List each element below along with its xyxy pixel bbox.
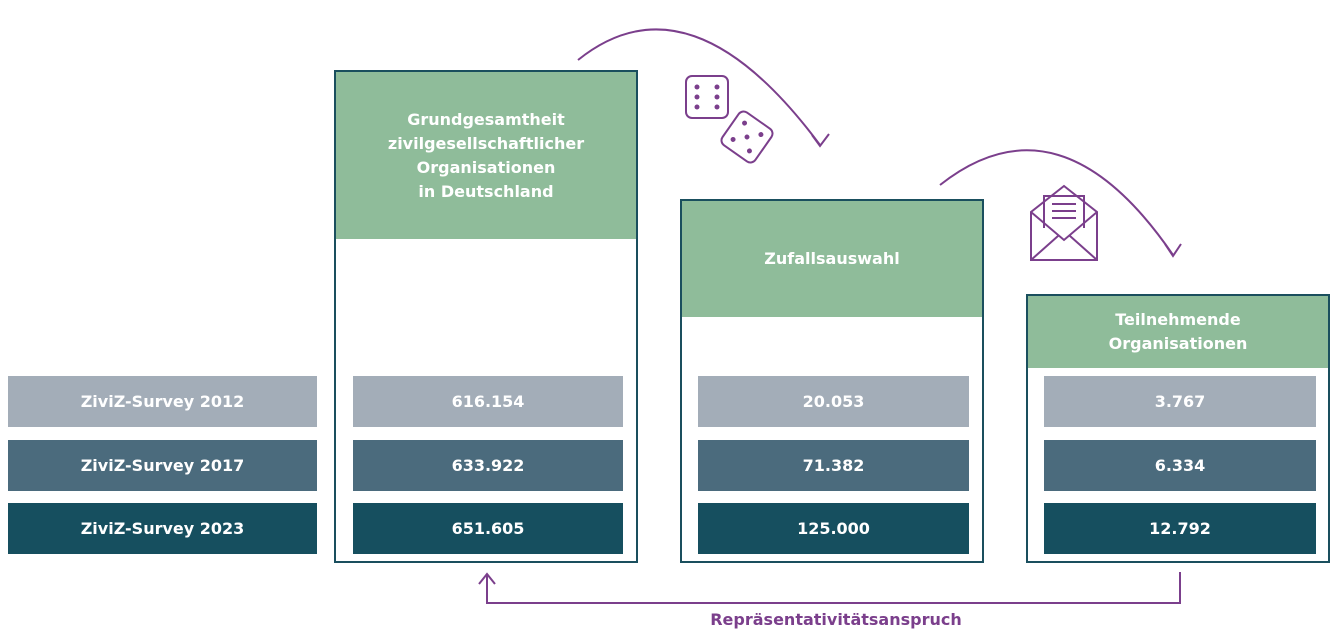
header-line: Zufallsauswahl bbox=[764, 249, 900, 268]
arrow-arc bbox=[939, 149, 1174, 256]
column-header: Grundgesamtheit zivilgesellschaftlicher Or… bbox=[336, 72, 636, 239]
row-label: ZiviZ-Survey 2023 bbox=[8, 503, 317, 554]
dice-icon bbox=[685, 75, 729, 119]
header-line: Organisationen bbox=[1108, 334, 1248, 353]
footer-label: Repräsentativitätsanspruch bbox=[710, 610, 962, 629]
value-cell: 616.154 bbox=[353, 376, 623, 427]
value-cell: 12.792 bbox=[1044, 503, 1316, 554]
letter-icon bbox=[1043, 195, 1085, 228]
column-frame bbox=[1026, 294, 1330, 563]
arrow-line bbox=[486, 572, 1181, 604]
value-cell: 651.605 bbox=[353, 503, 623, 554]
value-cell: 6.334 bbox=[1044, 440, 1316, 491]
value-cell: 3.767 bbox=[1044, 376, 1316, 427]
arrow-head bbox=[478, 572, 496, 585]
value-cell: 125.000 bbox=[698, 503, 969, 554]
dice-icon bbox=[720, 110, 774, 164]
value-cell: 20.053 bbox=[698, 376, 969, 427]
header-line: Organisationen bbox=[416, 157, 556, 177]
value-cell: 71.382 bbox=[698, 440, 969, 491]
arrow-arc bbox=[577, 28, 821, 146]
arrow-head bbox=[811, 133, 830, 148]
column-header: Zufallsauswahl bbox=[682, 201, 982, 317]
row-label: ZiviZ-Survey 2017 bbox=[8, 440, 317, 491]
column-header: Teilnehmende Organisationen bbox=[1028, 296, 1328, 368]
column-frame bbox=[680, 199, 984, 563]
value-cell: 633.922 bbox=[353, 440, 623, 491]
envelope-icon bbox=[1030, 184, 1098, 261]
header-line: Teilnehmende bbox=[1115, 310, 1241, 329]
arrow-head bbox=[1164, 243, 1182, 258]
column-frame bbox=[334, 70, 638, 563]
header-line: in Deutschland bbox=[418, 181, 554, 201]
header-line: Grundgesamtheit bbox=[407, 109, 565, 129]
row-label: ZiviZ-Survey 2012 bbox=[8, 376, 317, 427]
header-line: zivilgesellschaftlicher bbox=[387, 133, 585, 153]
